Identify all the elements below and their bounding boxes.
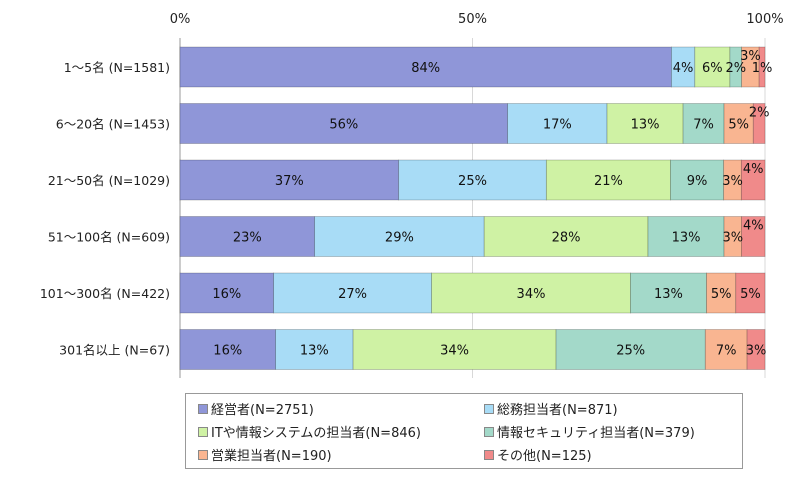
bar-segment <box>179 46 672 88</box>
bar-segment <box>606 103 684 144</box>
data-label: 16% <box>213 344 242 359</box>
bar-segment <box>647 216 725 257</box>
bar-segment <box>483 216 649 257</box>
data-label: 84% <box>411 61 440 76</box>
legend-label: 経営者(N=2751) <box>211 403 314 418</box>
bar-segment <box>741 46 760 88</box>
category-label: 6～20名 (N=1453) <box>56 117 170 132</box>
data-label: 5% <box>728 118 749 133</box>
legend-swatch <box>484 403 494 414</box>
data-label: 7% <box>693 118 714 133</box>
data-label: 7% <box>716 344 737 359</box>
data-label: 3% <box>723 231 744 246</box>
data-label: 13% <box>300 344 329 359</box>
legend-swatch <box>198 449 208 460</box>
bar-segment <box>746 329 766 370</box>
x-tick-label: 100% <box>746 12 783 27</box>
data-label: 4% <box>743 219 764 234</box>
bar-segment <box>670 159 725 201</box>
bar-segment <box>555 329 706 370</box>
legend-item: ITや情報システムの担当者(N=846) <box>198 422 421 441</box>
data-label: 13% <box>672 231 701 246</box>
category-label: 1～5名 (N=1581) <box>64 60 170 75</box>
bar-segment <box>758 46 766 88</box>
bar-segment <box>694 46 731 88</box>
legend-swatch <box>484 449 494 460</box>
data-label: 4% <box>743 162 764 177</box>
x-tick-label: 50% <box>458 12 487 27</box>
legend-item: 総務担当者(N=871) <box>484 399 618 418</box>
bar-segment <box>723 103 754 144</box>
bar-segment <box>545 159 671 201</box>
data-label: 25% <box>616 344 645 359</box>
bar-segment <box>398 159 547 201</box>
data-label: 34% <box>440 344 469 359</box>
bar-segment <box>179 216 315 257</box>
data-label: 27% <box>338 287 367 302</box>
data-label: 37% <box>275 174 304 189</box>
data-label: 23% <box>233 231 262 246</box>
legend-item: 情報セキュリティ担当者(N=379) <box>484 422 695 441</box>
bar-segment <box>740 159 766 201</box>
bar-segment <box>179 159 400 201</box>
category-label: 51～100名 (N=609) <box>48 230 170 245</box>
plot-area: 0% 50% 100%1～5名 (N=1581) 84% 4% 6% 2%3%1%6～20名… <box>40 12 784 378</box>
bar-segment <box>314 216 485 257</box>
category-label: 301名以上 (N=67) <box>59 343 170 358</box>
category-label: 21～50名 (N=1029) <box>48 173 170 188</box>
legend-label: 情報セキュリティ担当者(N=379) <box>497 426 695 441</box>
legend-label: 総務担当者(N=871) <box>497 403 618 418</box>
legend: 経営者(N=2751) 総務担当者(N=871) ITや情報システムの担当者(N=8… <box>185 393 743 469</box>
bar-segment <box>735 272 766 314</box>
data-label: 56% <box>329 118 358 133</box>
data-label: 13% <box>631 118 660 133</box>
data-label: 34% <box>517 287 546 302</box>
legend-label: ITや情報システムの担当者(N=846) <box>211 426 421 441</box>
data-label: 3% <box>746 344 767 359</box>
data-label: 6% <box>702 61 723 76</box>
bar-segment <box>352 329 557 370</box>
bar-segment <box>431 272 631 314</box>
x-tick-label: 0% <box>170 12 191 27</box>
data-label: 2% <box>725 61 746 76</box>
data-label: 2% <box>749 106 770 121</box>
data-label: 3% <box>740 49 761 64</box>
bar-segment <box>752 103 766 144</box>
bar-segment <box>507 103 608 144</box>
legend-item: その他(N=125) <box>484 445 592 464</box>
data-label: 3% <box>722 174 743 189</box>
data-label: 28% <box>552 231 581 246</box>
data-label: 4% <box>673 61 694 76</box>
bar-segment <box>682 103 725 144</box>
data-label: 13% <box>654 287 683 302</box>
bar-segment <box>706 272 737 314</box>
legend-item: 経営者(N=2751) <box>198 399 314 418</box>
data-label: 17% <box>543 118 572 133</box>
data-label: 29% <box>385 231 414 246</box>
data-label: 21% <box>594 174 623 189</box>
bar-segment <box>179 329 276 370</box>
legend-label: 営業担当者(N=190) <box>211 449 332 464</box>
legend-label: その他(N=125) <box>497 449 592 464</box>
data-label: 16% <box>212 287 241 302</box>
legend-item: 営業担当者(N=190) <box>198 445 332 464</box>
bar-segment <box>179 272 274 314</box>
data-label: 9% <box>687 174 708 189</box>
legend-swatch <box>198 426 208 437</box>
data-label: 1% <box>752 61 773 76</box>
bar-segment <box>741 216 766 257</box>
legend-swatch <box>198 403 208 414</box>
data-label: 25% <box>458 174 487 189</box>
category-label: 101～300名 (N=422) <box>40 286 170 301</box>
legend-swatch <box>484 426 494 437</box>
data-label: 5% <box>711 287 732 302</box>
data-label: 5% <box>740 287 761 302</box>
